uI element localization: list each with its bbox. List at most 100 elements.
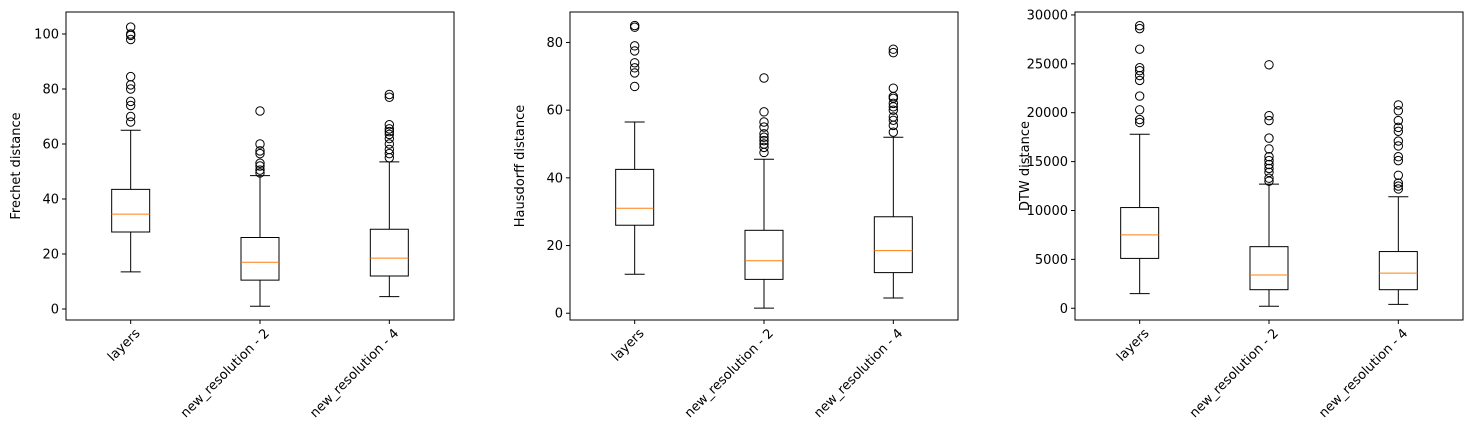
- outlier-point: [384, 120, 395, 130]
- y-tick-label: 10000: [1027, 204, 1068, 219]
- x-tick-label: new_resolution - 2: [178, 326, 273, 421]
- y-tick-label: 0: [1060, 302, 1068, 317]
- iqr-box: [240, 237, 280, 281]
- outlier-point: [1134, 23, 1145, 34]
- outlier-point: [125, 84, 136, 94]
- outlier-point: [888, 98, 899, 109]
- outlier-point: [1134, 105, 1145, 115]
- iqr-box: [369, 228, 409, 277]
- outlier-point: [384, 129, 395, 140]
- box-1: [615, 20, 655, 275]
- outlier-point: [629, 63, 640, 73]
- iqr-box: [744, 229, 784, 280]
- iqr-box: [1378, 251, 1418, 291]
- outlier-point: [1264, 159, 1274, 170]
- x-tick-label: layers: [105, 326, 144, 365]
- box-2: [240, 106, 280, 307]
- outlier-point: [1134, 75, 1145, 86]
- outlier-point: [1264, 144, 1274, 154]
- outlier-point: [255, 139, 265, 149]
- chart-panel-3: 0 5000 10000 15000 20000 25000 30000 DTW distan…: [1018, 8, 1464, 421]
- outlier-point: [888, 112, 899, 122]
- outlier-point: [384, 124, 395, 134]
- outlier-point: [629, 81, 640, 92]
- iqr-box: [111, 188, 151, 233]
- outlier-point: [1134, 65, 1145, 76]
- outlier-point: [759, 73, 769, 83]
- y-tick-label: 0: [51, 303, 59, 318]
- outlier-point: [1393, 170, 1404, 180]
- outlier-point: [384, 148, 395, 159]
- outlier-point: [255, 161, 265, 171]
- x-tick-label: layers: [1114, 326, 1153, 365]
- y-axis-label: DTW distance: [1018, 121, 1033, 211]
- outlier-point: [1134, 117, 1145, 128]
- y-tick-label: 20: [546, 239, 563, 254]
- box-1: [111, 22, 151, 273]
- outlier-point: [759, 139, 769, 149]
- outlier-point: [759, 142, 769, 153]
- outlier-point: [759, 147, 769, 158]
- outlier-point: [255, 158, 265, 168]
- outlier-point: [888, 44, 899, 54]
- y-tick-label: 60: [42, 138, 59, 153]
- y-tick-label: 15000: [1027, 155, 1068, 170]
- chart-panel-1: 0 20 40 60 80 100 Frechet distance layers new_re…: [9, 11, 455, 421]
- outlier-point: [1393, 100, 1404, 110]
- outlier-point: [1264, 110, 1274, 121]
- outlier-point: [759, 135, 769, 146]
- y-tick-label: 80: [546, 36, 563, 51]
- outlier-point: [1393, 136, 1404, 146]
- y-tick-label: 80: [42, 83, 59, 98]
- y-axis-label: Frechet distance: [9, 112, 24, 219]
- box-3: [873, 44, 913, 299]
- y-tick-label: 20000: [1027, 106, 1068, 121]
- y-tick-label: 30000: [1027, 8, 1068, 23]
- box-3: [369, 89, 409, 298]
- outlier-point: [759, 132, 769, 142]
- outlier-point: [1393, 181, 1404, 191]
- y-tick-label: 20: [42, 248, 59, 263]
- x-tick-label: new_resolution - 4: [1316, 326, 1411, 421]
- iqr-box: [1249, 246, 1289, 291]
- outlier-point: [1393, 178, 1404, 188]
- plot-frame: [65, 11, 455, 321]
- outlier-point: [1393, 184, 1404, 194]
- outlier-point: [629, 41, 640, 51]
- outlier-point: [125, 111, 136, 122]
- outlier-point: [384, 133, 395, 144]
- outlier-point: [629, 58, 640, 68]
- iqr-box: [615, 168, 655, 226]
- outlier-point: [255, 165, 265, 175]
- outlier-point: [1134, 44, 1145, 54]
- x-tick-label: new_resolution - 2: [682, 326, 777, 421]
- outlier-point: [1264, 115, 1274, 126]
- outlier-point: [1264, 152, 1274, 162]
- outlier-point: [1393, 152, 1404, 162]
- box-1: [1120, 20, 1160, 295]
- y-tick-label: 5000: [1035, 253, 1068, 268]
- x-tick-label: new_resolution - 2: [1187, 326, 1282, 421]
- outlier-point: [125, 22, 136, 32]
- outlier-point: [1264, 133, 1274, 143]
- y-tick-label: 40: [42, 193, 59, 208]
- outlier-point: [1393, 106, 1404, 116]
- x-tick-label: layers: [609, 326, 648, 365]
- outlier-point: [384, 92, 395, 102]
- x-tick-label: new_resolution - 4: [307, 326, 402, 421]
- x-tick-label: new_resolution - 4: [811, 326, 906, 421]
- outlier-point: [255, 106, 265, 116]
- outlier-point: [1134, 63, 1145, 73]
- outlier-point: [888, 83, 899, 93]
- outlier-point: [1134, 20, 1145, 31]
- outlier-point: [125, 100, 136, 111]
- outlier-point: [384, 126, 395, 137]
- iqr-box: [1120, 207, 1160, 259]
- outlier-point: [888, 105, 899, 115]
- outlier-point: [1264, 167, 1274, 178]
- outlier-point: [1393, 126, 1404, 136]
- outlier-point: [1264, 173, 1274, 183]
- outlier-point: [888, 47, 899, 58]
- outlier-point: [888, 127, 899, 137]
